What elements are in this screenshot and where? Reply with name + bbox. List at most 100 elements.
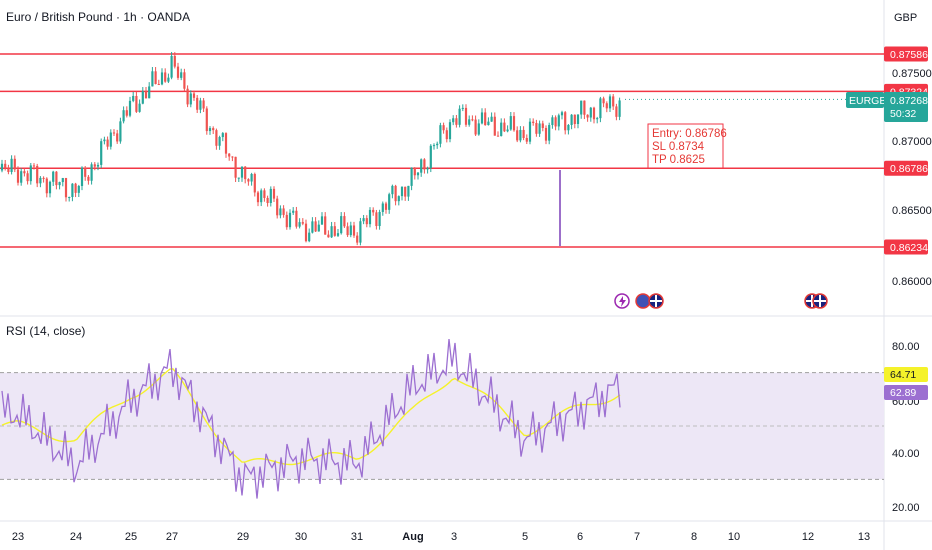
candle-body xyxy=(516,130,519,141)
candle-body xyxy=(74,183,77,193)
candle-body xyxy=(436,143,439,146)
candle-body xyxy=(39,177,42,184)
candle-body xyxy=(26,173,29,182)
event-icons[interactable] xyxy=(614,293,828,309)
candle-body xyxy=(125,110,128,116)
candle-body xyxy=(324,216,327,235)
candle-body xyxy=(336,233,340,236)
candle-body xyxy=(103,139,106,142)
candle-body xyxy=(298,222,301,227)
candle-body xyxy=(560,112,564,116)
candle-body xyxy=(87,176,90,181)
candle-body xyxy=(352,225,356,236)
time-tick: 23 xyxy=(12,531,24,543)
currency-label: GBP xyxy=(894,12,917,24)
time-axis[interactable]: 23 24 25 27 29 30 31 Aug 3 5 6 7 8 10 12 13 xyxy=(12,531,870,543)
candle-body xyxy=(378,211,381,227)
candle-body xyxy=(570,114,573,125)
time-tick: 7 xyxy=(634,531,640,543)
time-tick: 6 xyxy=(577,531,583,543)
candle-body xyxy=(192,93,196,98)
candle-body xyxy=(304,223,308,242)
candle-body xyxy=(212,128,215,131)
countdown-badge: 50:32 xyxy=(890,108,916,120)
time-tick: 29 xyxy=(237,531,249,543)
candle-body xyxy=(7,168,10,172)
candle-body xyxy=(346,226,349,236)
candle-body xyxy=(612,96,615,107)
candle-body xyxy=(221,133,224,138)
candle-body xyxy=(423,159,426,170)
candle-body xyxy=(548,125,551,141)
candle-body xyxy=(464,107,468,125)
chart-title: Euro / British Pound · 1h · OANDA xyxy=(6,10,190,24)
candle-body xyxy=(567,124,570,131)
candle-body xyxy=(160,72,164,85)
time-tick: 27 xyxy=(166,531,178,543)
candle-body xyxy=(359,221,362,243)
candle-body xyxy=(413,167,416,176)
time-tick: 13 xyxy=(858,531,870,543)
candle-body xyxy=(224,133,228,154)
candle-body xyxy=(45,178,48,194)
candle-body xyxy=(144,91,148,99)
candle-body xyxy=(173,55,176,67)
candle-body xyxy=(477,123,480,135)
candle-body xyxy=(343,216,346,227)
current-price-badge[interactable]: EURGBP 0.87268 50:32 xyxy=(846,92,928,122)
candle-body xyxy=(154,71,157,85)
level-lines[interactable] xyxy=(0,53,884,248)
candle-body xyxy=(461,107,464,109)
candle-body xyxy=(394,185,397,202)
candle-body xyxy=(42,177,45,179)
candle-body xyxy=(128,100,132,116)
candle-body xyxy=(573,114,576,124)
rsi-line[interactable] xyxy=(1,339,621,499)
trade-note[interactable]: Entry: 0.86786 SL 0.8734 TP 0.8625 xyxy=(647,123,727,169)
candle-body xyxy=(596,118,599,120)
candle-body xyxy=(480,112,484,124)
candle-body xyxy=(308,232,311,242)
candle-body xyxy=(410,167,413,186)
candle-body xyxy=(205,108,208,132)
candle-body xyxy=(384,203,388,210)
candle-body xyxy=(55,171,58,186)
candle-body xyxy=(452,118,455,123)
eu-flag-icon[interactable] xyxy=(635,293,651,309)
price-tick: 0.87000 xyxy=(892,136,932,148)
candle-body xyxy=(500,122,503,137)
candle-body xyxy=(554,117,557,127)
candle-body xyxy=(256,192,260,203)
rsi-tick: 40.00 xyxy=(892,448,920,460)
candle-body xyxy=(375,212,378,227)
rsi-value-badge: 64.71 xyxy=(890,369,916,381)
candle-body xyxy=(109,132,112,147)
candle-body xyxy=(314,221,317,232)
candlestick-series[interactable] xyxy=(0,51,621,246)
candle-body xyxy=(4,163,7,169)
symbol-badge: EURGBP xyxy=(849,95,893,107)
candle-body xyxy=(599,98,602,119)
candle-body xyxy=(522,129,525,138)
candle-body xyxy=(10,158,13,172)
candle-body xyxy=(602,98,605,104)
candle-body xyxy=(48,181,52,194)
candle-body xyxy=(330,226,333,238)
candle-body xyxy=(32,165,36,167)
price-axis[interactable]: 0.87500 0.87000 0.86500 0.86000 xyxy=(892,68,932,288)
time-tick: Aug xyxy=(402,531,423,543)
candle-body xyxy=(180,72,183,78)
candle-body xyxy=(557,115,560,127)
candle-body xyxy=(0,163,4,171)
candle-body xyxy=(544,127,548,141)
candle-body xyxy=(237,177,240,179)
candle-body xyxy=(532,121,535,123)
candle-body xyxy=(448,122,452,140)
candle-body xyxy=(292,210,295,213)
candle-body xyxy=(112,132,116,134)
candle-body xyxy=(167,77,170,82)
candle-body xyxy=(509,116,512,130)
candle-body xyxy=(176,66,180,78)
candle-body xyxy=(317,224,320,232)
